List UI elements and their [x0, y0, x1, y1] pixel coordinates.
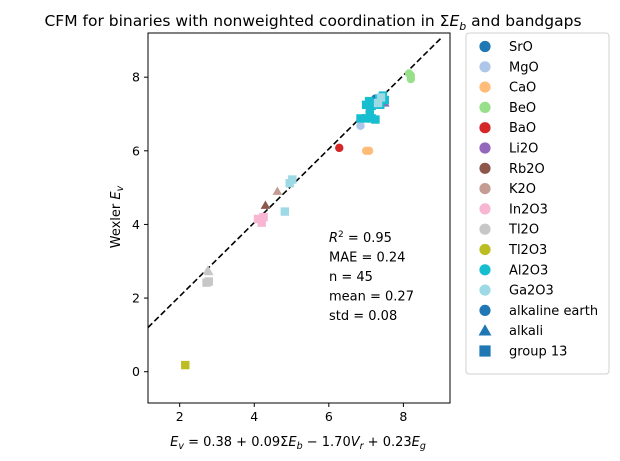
- legend-item-cao: CaO: [479, 81, 536, 96]
- legend-label: alkaline earth: [509, 304, 598, 319]
- legend-item-rb2o: Rb2O: [479, 162, 545, 177]
- y-tick-label: 0: [132, 364, 140, 379]
- legend-label: Tl2O3: [508, 243, 547, 258]
- legend-marker-circle: [479, 81, 491, 93]
- stats-annotation-line: n = 45: [329, 270, 373, 285]
- data-point-tl2o-triangle: [203, 266, 214, 276]
- data-point-ga2o3-square: [376, 93, 386, 102]
- legend-marker-circle: [479, 223, 491, 235]
- data-point-ga2o3-square: [288, 175, 297, 184]
- data-point-in2o3-square: [259, 212, 268, 222]
- legend-marker-circle: [479, 40, 491, 53]
- legend-item-tl2o: Tl2O: [479, 223, 539, 238]
- legend-label: BaO: [509, 121, 536, 136]
- data-point-tl2o3-square: [181, 360, 190, 370]
- x-tick-label: 6: [325, 409, 333, 424]
- legend-frame: [465, 32, 610, 375]
- legend-label: group 13: [509, 345, 567, 360]
- legend-item-al2o3: Al2O3: [479, 263, 548, 278]
- x-axis-label: Ev = 0.38 + 0.09ΣEb − 1.70Vr + 0.23Eg: [170, 435, 426, 452]
- legend-label: MgO: [509, 60, 539, 75]
- legend-label: K2O: [509, 182, 536, 197]
- legend-marker-circle: [479, 101, 491, 113]
- legend-item-beo: BeO: [479, 101, 536, 116]
- legend-label: CaO: [509, 81, 536, 96]
- legend-marker-circle: [479, 61, 491, 73]
- data-point-cao-circle: [364, 146, 374, 156]
- reference-line: [148, 37, 442, 329]
- plot-frame: [147, 32, 451, 404]
- data-point-tl2o-square: [202, 278, 211, 287]
- legend-item-group-13: group 13: [479, 345, 567, 360]
- data-point-al2o3-square: [361, 114, 371, 123]
- legend-label: Ga2O3: [509, 284, 554, 299]
- stats-annotation-line: std = 0.08: [329, 309, 397, 324]
- data-point-al2o3-square: [365, 106, 375, 115]
- chart-title: CFM for binaries with nonweighted coordi…: [44, 12, 581, 33]
- x-tick-label: 2: [176, 409, 184, 424]
- legend-marker-circle: [479, 264, 491, 276]
- legend-label: Li2O: [509, 142, 538, 157]
- y-tick-label: 6: [132, 143, 140, 158]
- data-point-al2o3-square: [364, 96, 374, 106]
- legend-item-tl2o3: Tl2O3: [479, 243, 547, 258]
- y-tick-label: 8: [132, 70, 140, 85]
- data-point-al2o3-square: [371, 115, 380, 124]
- plot-area: 2 4 6 8 0 2 4 6 8 R2 = 0.95 MAE = 0.24 n = 45 mean =…: [132, 32, 451, 424]
- data-point-al2o3-square: [356, 114, 365, 123]
- legend-item-ga2o3: Ga2O3: [479, 284, 554, 299]
- legend-item-sro: SrO: [479, 40, 533, 55]
- data-point-rb2o-triangle: [260, 200, 271, 209]
- stats-annotation-line: MAE = 0.24: [329, 251, 405, 266]
- legend-item-alkali: alkali: [478, 324, 543, 339]
- legend-label: BeO: [509, 101, 536, 116]
- data-point-beo-circle: [404, 69, 414, 78]
- legend: SrO MgO CaO BeO BaO Li2O Rb2O K2O In2O3 Tl2O Tl2O3…: [465, 32, 610, 375]
- data-point-ga2o3-square: [280, 207, 290, 216]
- legend-marker-circle: [479, 183, 491, 195]
- legend-item-alkaline-earth: alkaline earth: [479, 304, 598, 319]
- legend-label: Tl2O: [508, 223, 539, 238]
- legend-marker-circle: [479, 122, 491, 134]
- legend-label: Al2O3: [509, 263, 548, 278]
- legend-marker-triangle: [478, 324, 492, 336]
- y-tick-label: 4: [132, 217, 140, 232]
- legend-label: In2O3: [509, 202, 548, 217]
- legend-item-mgo: MgO: [479, 60, 539, 75]
- legend-marker-circle: [479, 304, 491, 316]
- legend-marker-circle: [479, 203, 491, 215]
- data-point-mgo-circle: [356, 121, 365, 130]
- data-point-in2o3-square: [257, 218, 266, 227]
- x-tick-label: 8: [399, 409, 407, 424]
- legend-label: Rb2O: [509, 162, 545, 177]
- stats-annotation-line: mean = 0.27: [329, 290, 414, 305]
- legend-item-bao: BaO: [479, 121, 536, 136]
- data-point-al2o3-square: [367, 101, 376, 111]
- legend-marker-square: [479, 345, 491, 357]
- data-points: [181, 69, 416, 370]
- legend-marker-circle: [479, 284, 491, 296]
- legend-item-in2o3: In2O3: [479, 202, 548, 217]
- legend-marker-circle: [479, 243, 491, 256]
- legend-marker-circle: [479, 142, 491, 154]
- x-tick-label: 4: [250, 409, 258, 424]
- y-axis-label: Wexler Ev: [109, 185, 126, 248]
- legend-marker-circle: [479, 162, 491, 174]
- legend-label: SrO: [509, 40, 533, 55]
- legend-item-k2o: K2O: [479, 182, 536, 197]
- data-point-k2o-triangle: [272, 186, 283, 195]
- data-point-bao-circle: [335, 143, 344, 153]
- legend-label: alkali: [509, 324, 543, 339]
- legend-item-li2o: Li2O: [479, 142, 538, 157]
- data-point-ga2o3-square: [373, 98, 383, 108]
- y-tick-label: 2: [132, 291, 140, 306]
- stats-annotation-line: R2 = 0.95: [329, 230, 392, 246]
